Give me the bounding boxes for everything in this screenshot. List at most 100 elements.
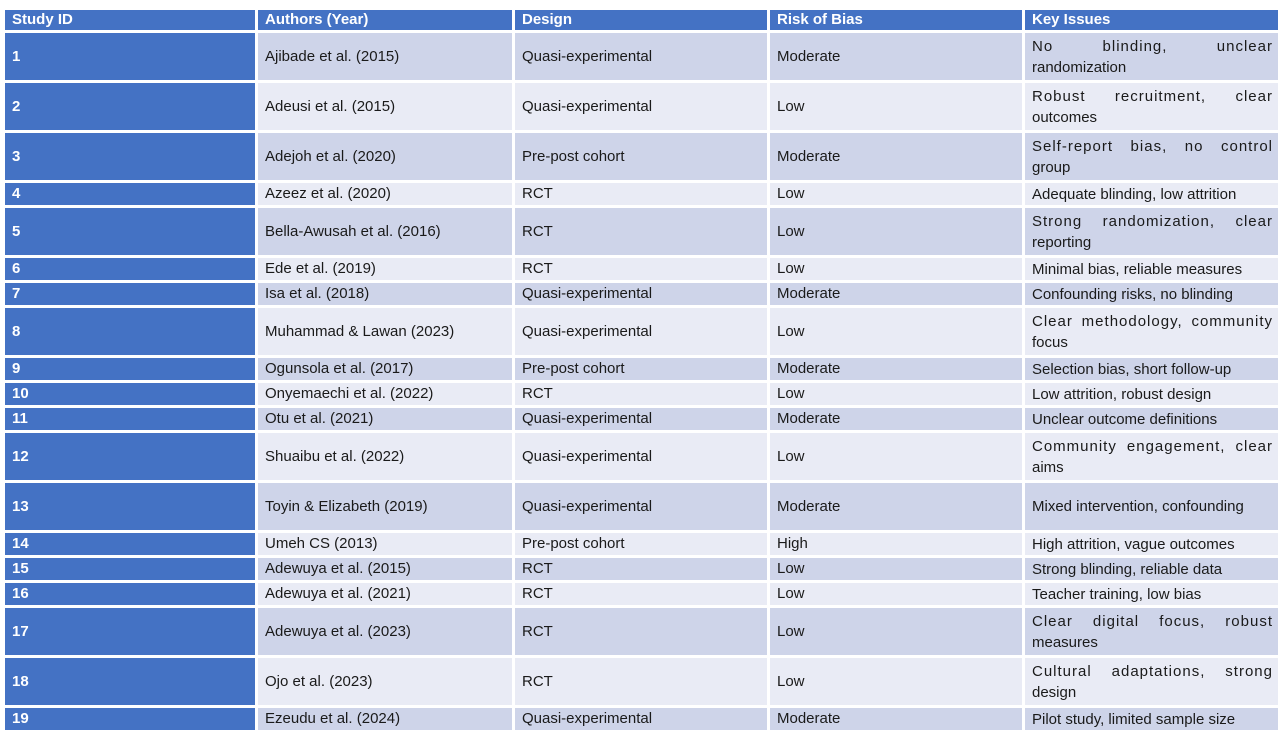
cell-authors-year: Umeh CS (2013) (255, 530, 515, 558)
cell-design: Pre-post cohort (512, 355, 770, 383)
cell-key-issues: Robust recruitment, clear outcomes (1022, 80, 1281, 133)
cell-risk-of-bias: Low (767, 305, 1025, 358)
cell-key-issues: Teacher training, low bias (1022, 580, 1281, 608)
cell-key-issues: Low attrition, robust design (1022, 380, 1281, 408)
cell-authors-year: Otu et al. (2021) (255, 405, 515, 433)
table-row: 5 Bella-Awusah et al. (2016) RCT Low Str… (2, 205, 1281, 258)
key-issue-line: Pilot study, limited sample size (1032, 710, 1236, 728)
key-issue-line: Selection bias, short follow-up (1032, 360, 1232, 378)
cell-authors-year: Adewuya et al. (2023) (255, 605, 515, 658)
key-issue-line: outcomes (1032, 108, 1098, 126)
key-issue-line: focus (1032, 333, 1068, 351)
table-row: 17 Adewuya et al. (2023) RCT Low Clear d… (2, 605, 1281, 658)
key-issue-line: Clear digital focus, robust (1032, 612, 1273, 630)
column-header-key-issues: Key Issues (1022, 7, 1281, 33)
cell-key-issues: Self-report bias, no control group (1022, 130, 1281, 183)
key-issue-line: High attrition, vague outcomes (1032, 535, 1235, 553)
cell-design: Quasi-experimental (512, 30, 770, 83)
table-header-row: Study ID Authors (Year) Design Risk of Bias… (2, 7, 1281, 33)
cell-design: RCT (512, 580, 770, 608)
cell-study-id: 10 (2, 380, 258, 408)
cell-authors-year: Ajibade et al. (2015) (255, 30, 515, 83)
table-row: 16 Adewuya et al. (2021) RCT Low Teacher… (2, 580, 1281, 608)
table-row: 19 Ezeudu et al. (2024) Quasi-experiment… (2, 705, 1281, 733)
cell-key-issues: Pilot study, limited sample size (1022, 705, 1281, 733)
cell-key-issues: Confounding risks, no blinding (1022, 280, 1281, 308)
cell-study-id: 14 (2, 530, 258, 558)
cell-key-issues: Clear digital focus, robust measures (1022, 605, 1281, 658)
key-issue-line: Self-report bias, no control (1032, 137, 1273, 155)
cell-design: RCT (512, 555, 770, 583)
column-header-design: Design (512, 7, 770, 33)
cell-key-issues: Minimal bias, reliable measures (1022, 255, 1281, 283)
cell-design: RCT (512, 605, 770, 658)
cell-authors-year: Toyin & Elizabeth (2019) (255, 480, 515, 533)
cell-key-issues: Community engagement, clear aims (1022, 430, 1281, 483)
cell-study-id: 5 (2, 205, 258, 258)
cell-authors-year: Isa et al. (2018) (255, 280, 515, 308)
cell-authors-year: Onyemaechi et al. (2022) (255, 380, 515, 408)
risk-of-bias-table: Study ID Authors (Year) Design Risk of Bias… (2, 7, 1281, 733)
cell-design: Pre-post cohort (512, 530, 770, 558)
cell-risk-of-bias: Moderate (767, 30, 1025, 83)
cell-key-issues: No blinding, unclear randomization (1022, 30, 1281, 83)
cell-risk-of-bias: Low (767, 180, 1025, 208)
cell-key-issues: Clear methodology, community focus (1022, 305, 1281, 358)
key-issue-line: reporting (1032, 233, 1092, 251)
cell-key-issues: Strong randomization, clear reporting (1022, 205, 1281, 258)
table-row: 4 Azeez et al. (2020) RCT Low Adequate b… (2, 180, 1281, 208)
cell-design: RCT (512, 205, 770, 258)
cell-authors-year: Ogunsola et al. (2017) (255, 355, 515, 383)
key-issue-line: Unclear outcome definitions (1032, 410, 1218, 428)
table-row: 14 Umeh CS (2013) Pre-post cohort High H… (2, 530, 1281, 558)
cell-risk-of-bias: Low (767, 205, 1025, 258)
cell-design: Quasi-experimental (512, 80, 770, 133)
key-issue-line: aims (1032, 458, 1064, 476)
key-issue-line: Strong randomization, clear (1032, 212, 1273, 230)
table-row: 9 Ogunsola et al. (2017) Pre-post cohort… (2, 355, 1281, 383)
table-row: 2 Adeusi et al. (2015) Quasi-experimenta… (2, 80, 1281, 133)
key-issue-line: Strong blinding, reliable data (1032, 560, 1223, 578)
cell-design: Quasi-experimental (512, 705, 770, 733)
table-row: 3 Adejoh et al. (2020) Pre-post cohort M… (2, 130, 1281, 183)
cell-design: RCT (512, 180, 770, 208)
cell-design: RCT (512, 655, 770, 708)
cell-study-id: 4 (2, 180, 258, 208)
key-issue-line: Clear methodology, community (1032, 312, 1273, 330)
cell-authors-year: Bella-Awusah et al. (2016) (255, 205, 515, 258)
cell-risk-of-bias: Low (767, 380, 1025, 408)
cell-authors-year: Shuaibu et al. (2022) (255, 430, 515, 483)
cell-study-id: 3 (2, 130, 258, 183)
key-issue-line: Minimal bias, reliable measures (1032, 260, 1243, 278)
table-row: 11 Otu et al. (2021) Quasi-experimental … (2, 405, 1281, 433)
cell-risk-of-bias: Moderate (767, 130, 1025, 183)
key-issue-line: No blinding, unclear (1032, 37, 1273, 55)
cell-study-id: 18 (2, 655, 258, 708)
key-issue-line: Robust recruitment, clear (1032, 87, 1273, 105)
cell-study-id: 8 (2, 305, 258, 358)
column-header-risk-of-bias: Risk of Bias (767, 7, 1025, 33)
table-row: 10 Onyemaechi et al. (2022) RCT Low Low … (2, 380, 1281, 408)
cell-risk-of-bias: Low (767, 580, 1025, 608)
cell-risk-of-bias: Moderate (767, 280, 1025, 308)
cell-risk-of-bias: Low (767, 655, 1025, 708)
cell-study-id: 12 (2, 430, 258, 483)
cell-authors-year: Adewuya et al. (2015) (255, 555, 515, 583)
key-issue-line: Adequate blinding, low attrition (1032, 185, 1237, 203)
cell-authors-year: Adeusi et al. (2015) (255, 80, 515, 133)
cell-authors-year: Ede et al. (2019) (255, 255, 515, 283)
column-header-study-id: Study ID (2, 7, 258, 33)
cell-study-id: 9 (2, 355, 258, 383)
cell-design: RCT (512, 255, 770, 283)
cell-risk-of-bias: Moderate (767, 480, 1025, 533)
cell-key-issues: Unclear outcome definitions (1022, 405, 1281, 433)
cell-study-id: 1 (2, 30, 258, 83)
key-issue-line: Confounding risks, no blinding (1032, 285, 1233, 303)
cell-study-id: 19 (2, 705, 258, 733)
cell-design: Quasi-experimental (512, 280, 770, 308)
cell-design: Pre-post cohort (512, 130, 770, 183)
cell-key-issues: Mixed intervention, confounding (1022, 480, 1281, 533)
cell-study-id: 15 (2, 555, 258, 583)
cell-key-issues: Selection bias, short follow-up (1022, 355, 1281, 383)
table-row: 12 Shuaibu et al. (2022) Quasi-experimen… (2, 430, 1281, 483)
